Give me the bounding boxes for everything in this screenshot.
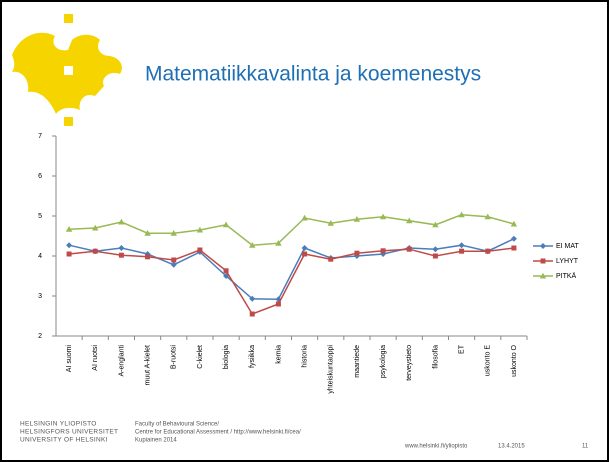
point bbox=[118, 218, 125, 225]
y-tick-label: 3 bbox=[38, 293, 42, 300]
x-tick-label: psykologia bbox=[380, 345, 387, 378]
chart: 2 3 4 5 6 7 AI suomi AI ruotsi A-englanti muut A-… bbox=[38, 133, 579, 394]
point bbox=[379, 213, 387, 220]
point bbox=[510, 220, 518, 227]
point bbox=[197, 247, 203, 253]
x-tick-label: AI suomi bbox=[66, 345, 73, 373]
credits: Centre for Educational Assessment / http… bbox=[135, 430, 301, 436]
x-tick-label: B-ruotsi bbox=[171, 345, 178, 370]
x-tick-label: muut A-kielet bbox=[144, 345, 151, 386]
x-tick-label: uskonto E bbox=[485, 345, 492, 376]
point bbox=[66, 242, 73, 249]
y-tick-label: 6 bbox=[38, 173, 42, 180]
point bbox=[301, 245, 308, 251]
y-tick-label: 4 bbox=[38, 253, 42, 260]
university-name: HELSINGIN YLIOPISTO bbox=[20, 421, 97, 428]
series-line bbox=[68, 238, 515, 300]
point bbox=[92, 224, 99, 231]
x-tick-label: uskonto O bbox=[511, 344, 518, 376]
point bbox=[171, 257, 177, 263]
point bbox=[380, 248, 386, 254]
point bbox=[406, 246, 412, 252]
point bbox=[353, 216, 361, 222]
point bbox=[145, 254, 151, 260]
x-tick-label: terveystieto bbox=[406, 345, 413, 381]
x-tick-label: filosofia bbox=[432, 345, 439, 369]
x-tick-label: ET bbox=[458, 344, 465, 354]
footer-date: 13.4.2015 bbox=[498, 444, 525, 450]
x-tick-label: biologia bbox=[223, 345, 230, 369]
point bbox=[328, 256, 334, 262]
point bbox=[432, 253, 438, 259]
x-tick-label: AI ruotsi bbox=[92, 345, 99, 371]
footer-url: www.helsinki.fi/yliopisto bbox=[404, 444, 468, 450]
point bbox=[511, 245, 517, 251]
point bbox=[249, 295, 256, 302]
page-number: 11 bbox=[582, 444, 589, 450]
point bbox=[458, 242, 465, 249]
credits: Kupiainen 2014 bbox=[135, 438, 177, 444]
university-name: UNIVERSITY OF HELSINKI bbox=[20, 437, 108, 444]
legend-marker bbox=[539, 272, 547, 279]
footer: HELSINGIN YLIOPISTO HELSINGFORS UNIVERSI… bbox=[20, 421, 589, 450]
x-tick-label: kemia bbox=[275, 345, 282, 364]
legend-label: EI MAT bbox=[556, 243, 580, 250]
point bbox=[249, 242, 256, 248]
point bbox=[459, 248, 465, 254]
y-tick-label: 7 bbox=[38, 133, 42, 140]
y-tick-label: 2 bbox=[38, 333, 42, 340]
point bbox=[92, 248, 98, 254]
point bbox=[223, 268, 229, 274]
point bbox=[406, 217, 413, 224]
point bbox=[249, 311, 255, 317]
point bbox=[354, 250, 360, 256]
logo bbox=[12, 14, 122, 126]
x-tick-label: fysiikka bbox=[249, 345, 256, 368]
point bbox=[66, 251, 72, 257]
point bbox=[170, 230, 177, 236]
point bbox=[485, 248, 491, 254]
series-line bbox=[69, 214, 515, 246]
slide-title: Matematiikkavalinta ja koemenestys bbox=[145, 63, 481, 86]
credits: Faculty of Behavioural Science/ bbox=[135, 422, 219, 428]
point bbox=[118, 245, 125, 251]
x-tick-label: yhteiskuntaoppi bbox=[328, 345, 335, 394]
point bbox=[196, 226, 204, 233]
point bbox=[484, 213, 491, 220]
point bbox=[118, 252, 124, 258]
x-tick-label: historia bbox=[301, 345, 308, 368]
point bbox=[275, 240, 282, 246]
x-tick-label: C-kielet bbox=[197, 345, 204, 369]
point bbox=[432, 246, 439, 253]
legend-marker bbox=[540, 243, 546, 249]
point bbox=[432, 221, 439, 228]
point bbox=[327, 220, 334, 226]
legend-label: PITKÄ bbox=[556, 272, 577, 280]
legend-label: LYHYT bbox=[556, 258, 579, 265]
university-name: HELSINGFORS UNIVERSITET bbox=[20, 429, 118, 436]
legend-marker bbox=[540, 258, 546, 264]
point bbox=[302, 251, 308, 257]
point bbox=[458, 211, 465, 218]
point bbox=[301, 214, 308, 221]
point bbox=[65, 226, 73, 232]
point bbox=[510, 235, 517, 242]
point bbox=[222, 221, 230, 228]
point bbox=[170, 261, 177, 268]
x-tick-label: maantiede bbox=[354, 345, 361, 378]
series-line bbox=[69, 247, 515, 315]
point bbox=[275, 301, 281, 307]
point bbox=[144, 230, 151, 236]
x-tick-label: A-englanti bbox=[118, 345, 125, 377]
y-tick-label: 5 bbox=[38, 213, 42, 220]
